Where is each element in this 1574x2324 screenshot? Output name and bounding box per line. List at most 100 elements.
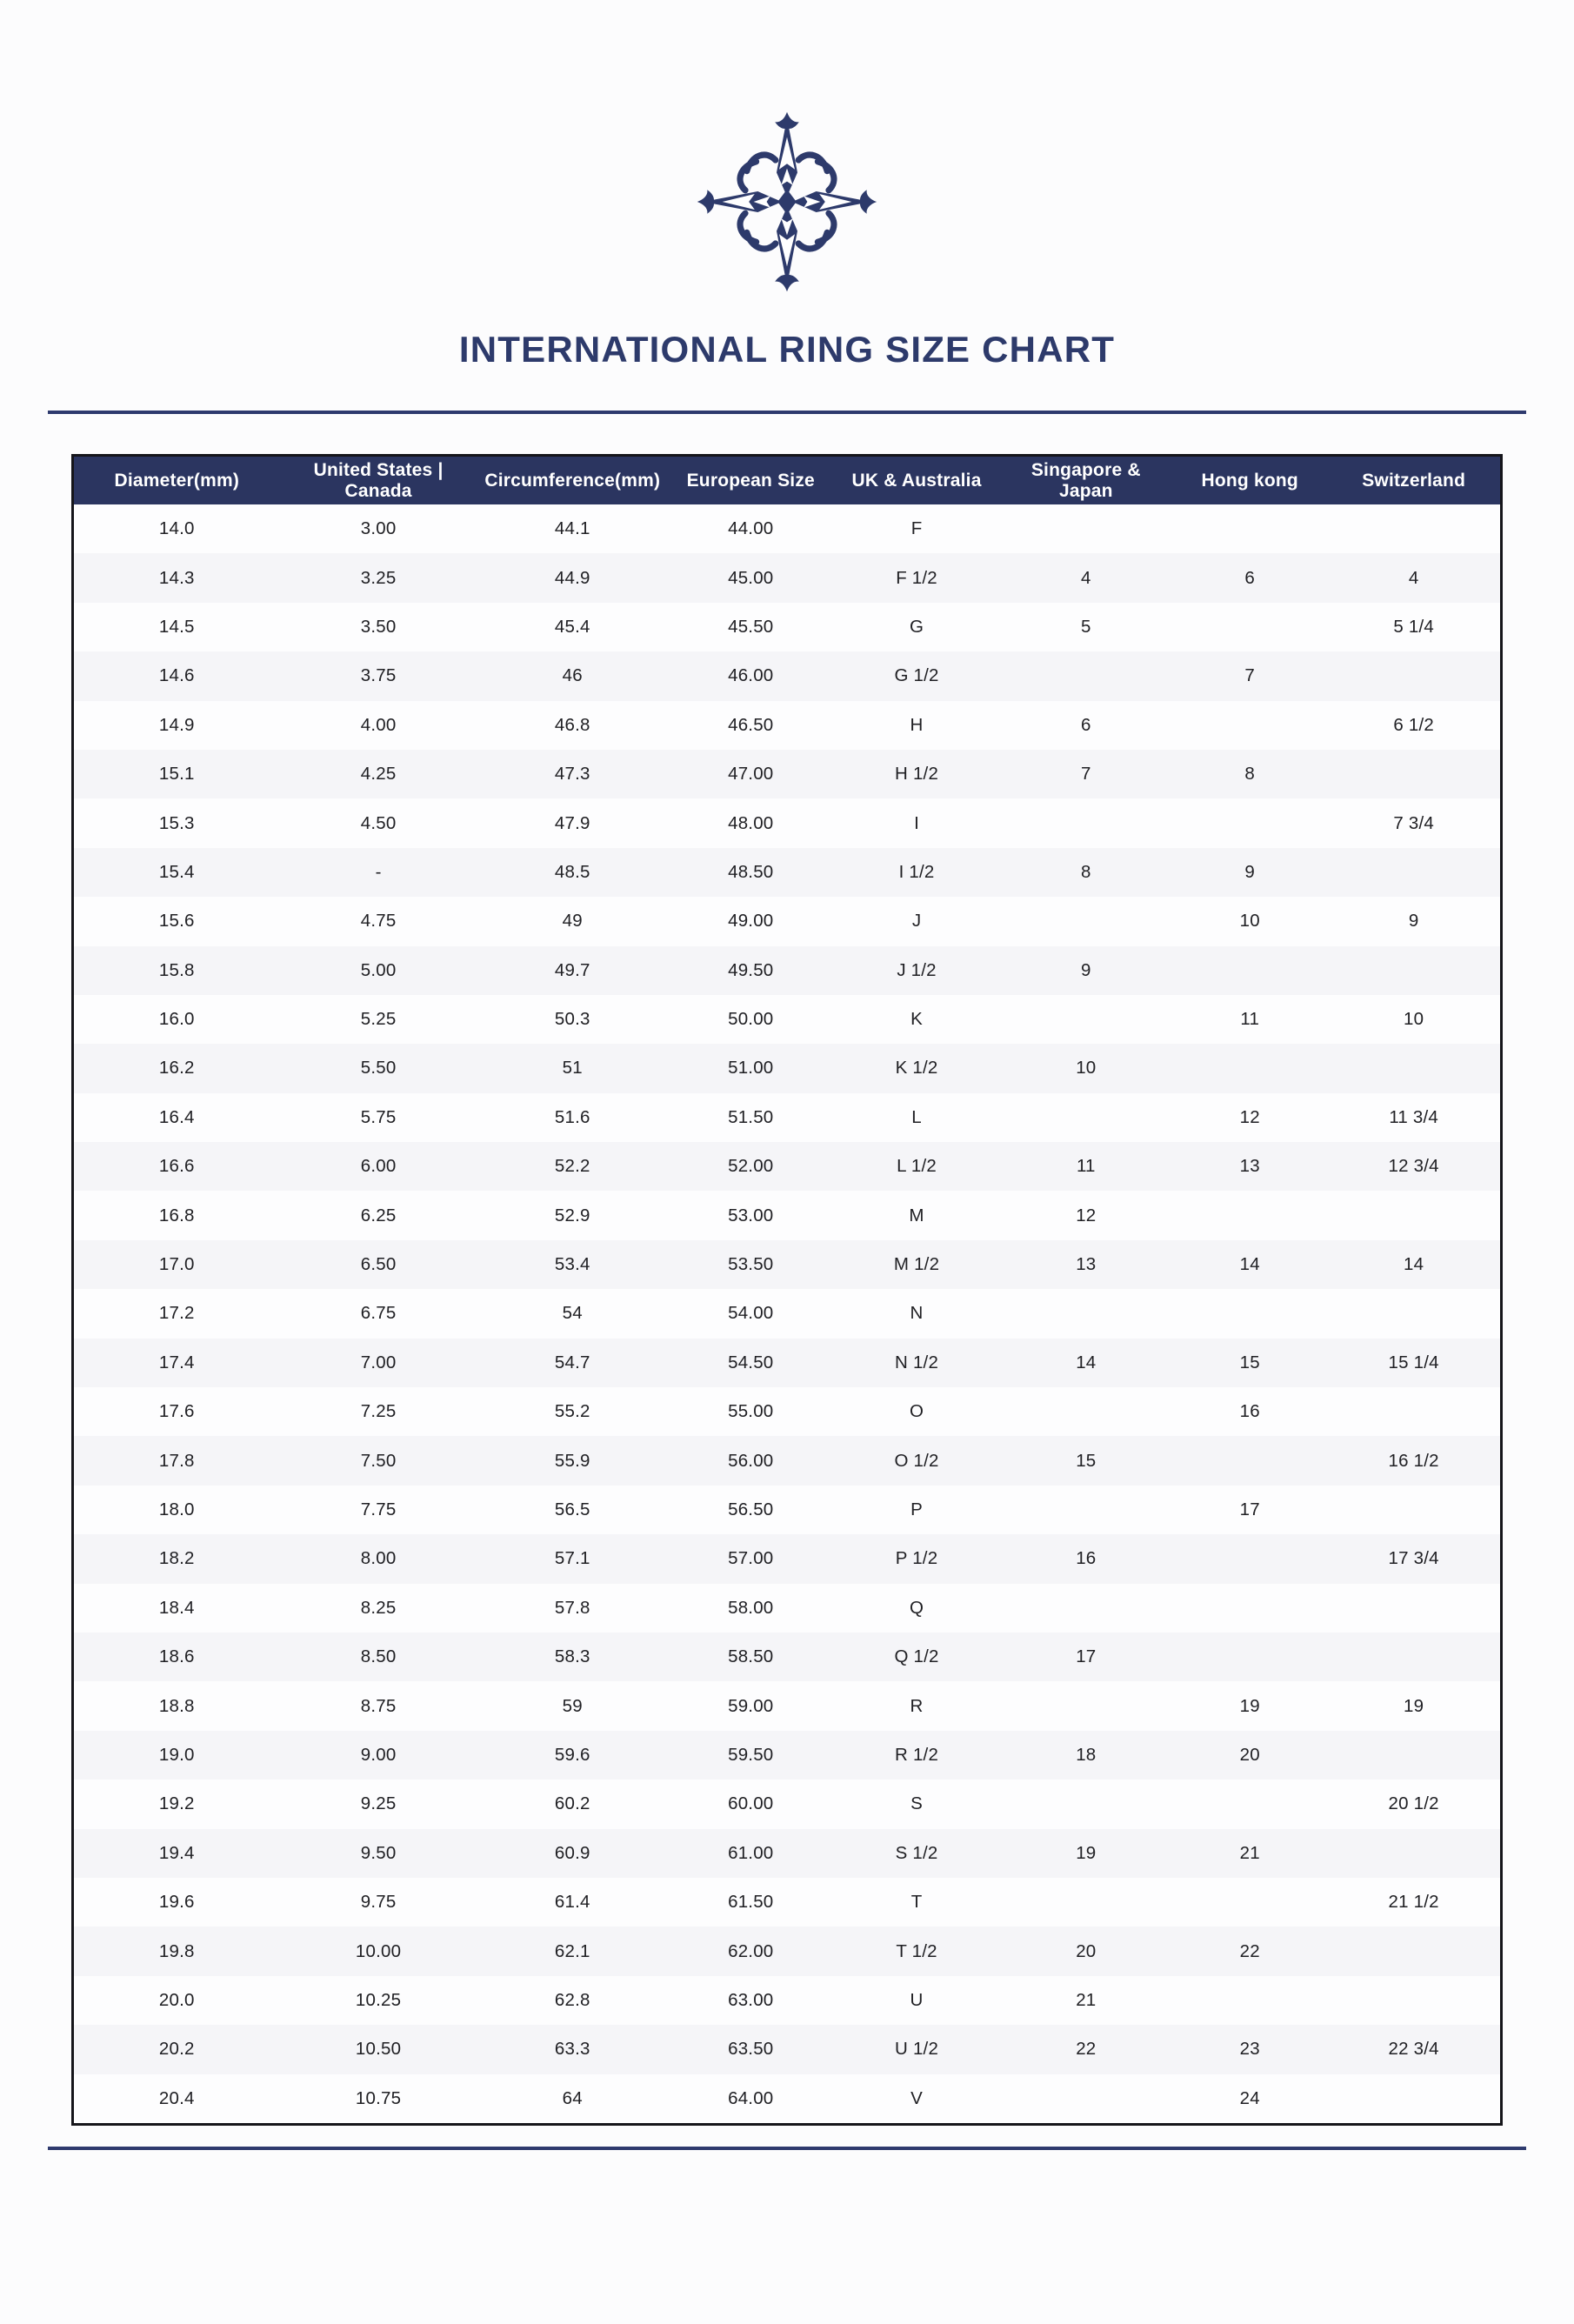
table-cell: 17.2 bbox=[158, 1303, 195, 1324]
table-cell: 9.50 bbox=[360, 1842, 397, 1863]
table-cell: 53.00 bbox=[728, 1205, 774, 1225]
table-cell: V bbox=[910, 2087, 923, 2108]
table-cell: T 1/2 bbox=[896, 1940, 937, 1961]
table-cell: P bbox=[910, 1499, 923, 1519]
table-cell: R 1/2 bbox=[895, 1744, 939, 1765]
table-cell bbox=[999, 1681, 1172, 1730]
table-cell: 15.6 bbox=[158, 911, 195, 932]
table-cell bbox=[1327, 1584, 1501, 1633]
table-cell: 19.8 bbox=[158, 1940, 195, 1961]
table-cell: 17.4 bbox=[158, 1352, 195, 1372]
table-cell: 11 bbox=[1240, 1009, 1260, 1030]
table-cell: 47.00 bbox=[728, 764, 774, 785]
table-cell bbox=[1327, 848, 1501, 897]
table-cell: 17 3/4 bbox=[1388, 1548, 1439, 1569]
table-cell bbox=[1327, 946, 1501, 995]
table-cell: 15.8 bbox=[158, 959, 195, 980]
table-cell bbox=[1172, 798, 1327, 847]
table-cell bbox=[999, 995, 1172, 1044]
ring-size-table: Diameter(mm) United States | Canada Circum… bbox=[71, 454, 1503, 2126]
table-cell: 55.9 bbox=[554, 1450, 590, 1471]
table-row: 16.4 5.75 51.6 51.50 L 12 11 3/4 bbox=[72, 1092, 1502, 1143]
table-cell: 4.00 bbox=[360, 714, 397, 735]
table-cell: F bbox=[910, 518, 923, 539]
table-cell: S bbox=[910, 1793, 923, 1814]
column-header: Circumference(mm) bbox=[477, 455, 668, 504]
table-cell: 10.50 bbox=[355, 2039, 402, 2060]
table-cell: 19.0 bbox=[158, 1744, 195, 1765]
table-cell: 50.3 bbox=[554, 1009, 590, 1030]
table-cell: 20 bbox=[1239, 1744, 1260, 1765]
table-cell: 64.00 bbox=[728, 2087, 774, 2108]
table-cell: 5 1/4 bbox=[1393, 616, 1434, 637]
table-row: 14.0 3.00 44.1 44.00 F bbox=[72, 504, 1502, 554]
table-cell: 20.4 bbox=[158, 2087, 195, 2108]
table-cell: 63.00 bbox=[728, 1989, 774, 2010]
table-row: 16.0 5.25 50.3 50.00 K 11 10 bbox=[72, 994, 1502, 1045]
table-cell: 4 bbox=[1080, 567, 1091, 588]
table-cell: 6.25 bbox=[360, 1205, 397, 1225]
table-cell bbox=[1327, 1044, 1501, 1092]
table-row: 19.4 9.50 60.9 61.00 S 1/2 19 21 bbox=[72, 1828, 1502, 1878]
table-cell: 48.00 bbox=[728, 812, 774, 833]
table-row: 15.8 5.00 49.7 49.50 J 1/2 9 bbox=[72, 945, 1502, 995]
table-cell: I bbox=[914, 812, 919, 833]
table-cell: 22 3/4 bbox=[1388, 2039, 1439, 2060]
table-cell: N bbox=[910, 1303, 924, 1324]
table-cell: 47.3 bbox=[554, 764, 590, 785]
table-cell: 62.1 bbox=[554, 1940, 590, 1961]
table-cell: 7 bbox=[1080, 764, 1091, 785]
table-cell: 49.00 bbox=[728, 911, 774, 932]
table-cell: 61.50 bbox=[728, 1892, 774, 1913]
table-cell: 19 bbox=[1076, 1842, 1097, 1863]
table-cell: 10 bbox=[1076, 1058, 1097, 1079]
table-cell: 14 bbox=[1404, 1254, 1424, 1275]
table-cell: 14 bbox=[1076, 1352, 1097, 1372]
table-cell bbox=[1327, 1731, 1501, 1780]
table-cell: 62.00 bbox=[728, 1940, 774, 1961]
table-cell: 13 bbox=[1239, 1156, 1260, 1177]
table-cell: 5.50 bbox=[360, 1058, 397, 1079]
table-cell bbox=[1327, 2074, 1501, 2125]
column-header: Singapore & Japan bbox=[999, 455, 1173, 504]
table-cell: 63.3 bbox=[554, 2039, 590, 2060]
table-cell: 46.00 bbox=[728, 665, 774, 686]
table-row: 20.0 10.25 62.8 63.00 U 21 bbox=[72, 1975, 1502, 2026]
table-cell: 54.00 bbox=[728, 1303, 774, 1324]
table-cell: Q bbox=[909, 1597, 924, 1618]
table-cell: 23 bbox=[1239, 2039, 1260, 2060]
table-cell: F 1/2 bbox=[896, 567, 937, 588]
table-cell: 18 bbox=[1076, 1744, 1097, 1765]
table-cell: 53.50 bbox=[728, 1254, 774, 1275]
table-cell: 61.4 bbox=[554, 1892, 590, 1913]
compass-ornament-icon bbox=[697, 111, 877, 292]
table-row: 20.4 10.75 64 64.00 V 24 bbox=[72, 2074, 1502, 2125]
table-cell: N 1/2 bbox=[895, 1352, 939, 1372]
table-cell: 45.00 bbox=[728, 567, 774, 588]
table-row: 19.6 9.75 61.4 61.50 T 21 1/2 bbox=[72, 1877, 1502, 1927]
table-row: 18.2 8.00 57.1 57.00 P 1/2 16 17 3/4 bbox=[72, 1534, 1502, 1584]
table-cell: 54.50 bbox=[728, 1352, 774, 1372]
table-cell: 8.75 bbox=[360, 1695, 397, 1716]
table-cell: S 1/2 bbox=[895, 1842, 938, 1863]
table-cell: 54.7 bbox=[554, 1352, 590, 1372]
table-cell: P 1/2 bbox=[895, 1548, 938, 1569]
table-cell: 4.50 bbox=[360, 812, 397, 833]
table-row: 18.0 7.75 56.5 56.50 P 17 bbox=[72, 1485, 1502, 1535]
table-cell: 48.5 bbox=[554, 861, 590, 882]
table-cell: 7.00 bbox=[360, 1352, 397, 1372]
table-cell: 14 bbox=[1239, 1254, 1260, 1275]
table-cell: 3.75 bbox=[360, 665, 397, 686]
table-cell: 18.8 bbox=[158, 1695, 195, 1716]
table-cell: 46.8 bbox=[554, 714, 590, 735]
table-cell: G bbox=[909, 616, 924, 637]
table-cell: 9 bbox=[1080, 959, 1091, 980]
table-cell: 52.00 bbox=[728, 1156, 774, 1177]
table-cell: 49.50 bbox=[728, 959, 774, 980]
table-cell: 51.6 bbox=[554, 1106, 590, 1127]
table-cell: 6.00 bbox=[360, 1156, 397, 1177]
page: INTERNATIONAL RING SIZE CHART Diameter(m… bbox=[0, 97, 1574, 2324]
table-cell: R bbox=[910, 1695, 924, 1716]
table-cell bbox=[999, 1387, 1172, 1436]
table-cell: M bbox=[909, 1205, 924, 1225]
